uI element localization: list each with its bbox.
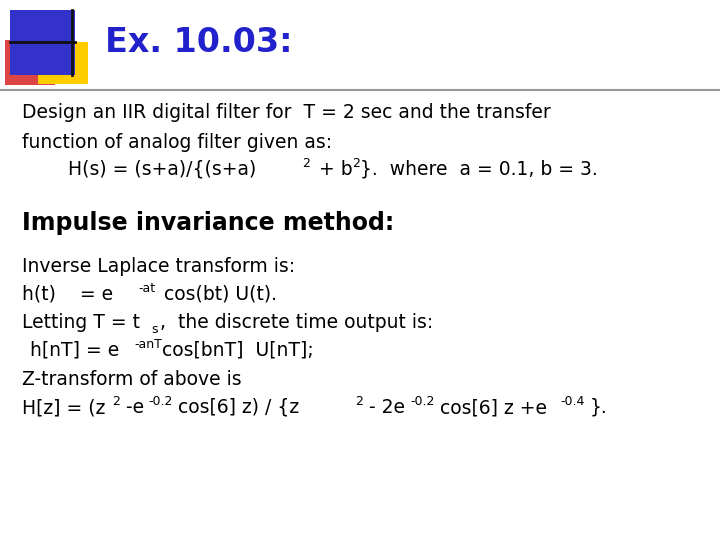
Text: 2: 2: [112, 395, 120, 408]
Text: cos[bnT]  U[nT];: cos[bnT] U[nT];: [162, 341, 314, 360]
Bar: [5, 40, 55, 85]
Text: h(t)    = e: h(t) = e: [22, 285, 113, 304]
Text: }.  where  a = 0.1, b = 3.: }. where a = 0.1, b = 3.: [360, 160, 598, 179]
Text: Design an IIR digital filter for  T = 2 sec and the transfer: Design an IIR digital filter for T = 2 s…: [22, 103, 551, 122]
Text: cos[6] z) / {z: cos[6] z) / {z: [178, 398, 299, 417]
Text: s: s: [151, 323, 158, 336]
Text: h[nT] = e: h[nT] = e: [30, 341, 120, 360]
Text: + b: + b: [313, 160, 353, 179]
Text: Z-transform of above is: Z-transform of above is: [22, 370, 242, 389]
Text: -0.2: -0.2: [148, 395, 172, 408]
Text: H(s) = (s+a)/{(s+a): H(s) = (s+a)/{(s+a): [68, 160, 256, 179]
Text: Inverse Laplace transform is:: Inverse Laplace transform is:: [22, 257, 295, 276]
Text: Ex. 10.03:: Ex. 10.03:: [105, 25, 292, 58]
Text: cos[6] z +e: cos[6] z +e: [440, 398, 547, 417]
Text: cos(bt) U(t).: cos(bt) U(t).: [158, 285, 277, 304]
Text: }.: }.: [590, 398, 608, 417]
Bar: [10, 10, 75, 75]
Text: Impulse invariance method:: Impulse invariance method:: [22, 211, 395, 235]
Text: -at: -at: [138, 282, 155, 295]
Text: H[z] = (z: H[z] = (z: [22, 398, 105, 417]
Text: -anT: -anT: [134, 338, 162, 351]
Text: -e: -e: [120, 398, 144, 417]
Text: -0.2: -0.2: [410, 395, 434, 408]
Text: 2: 2: [355, 395, 363, 408]
Text: function of analog filter given as:: function of analog filter given as:: [22, 133, 332, 152]
Text: 2: 2: [352, 157, 360, 170]
Bar: [38, 42, 88, 84]
Text: Letting T = t: Letting T = t: [22, 313, 140, 332]
Text: 2: 2: [302, 157, 310, 170]
Text: ,  the discrete time output is:: , the discrete time output is:: [160, 313, 433, 332]
Text: - 2e: - 2e: [363, 398, 405, 417]
Text: -0.4: -0.4: [560, 395, 585, 408]
